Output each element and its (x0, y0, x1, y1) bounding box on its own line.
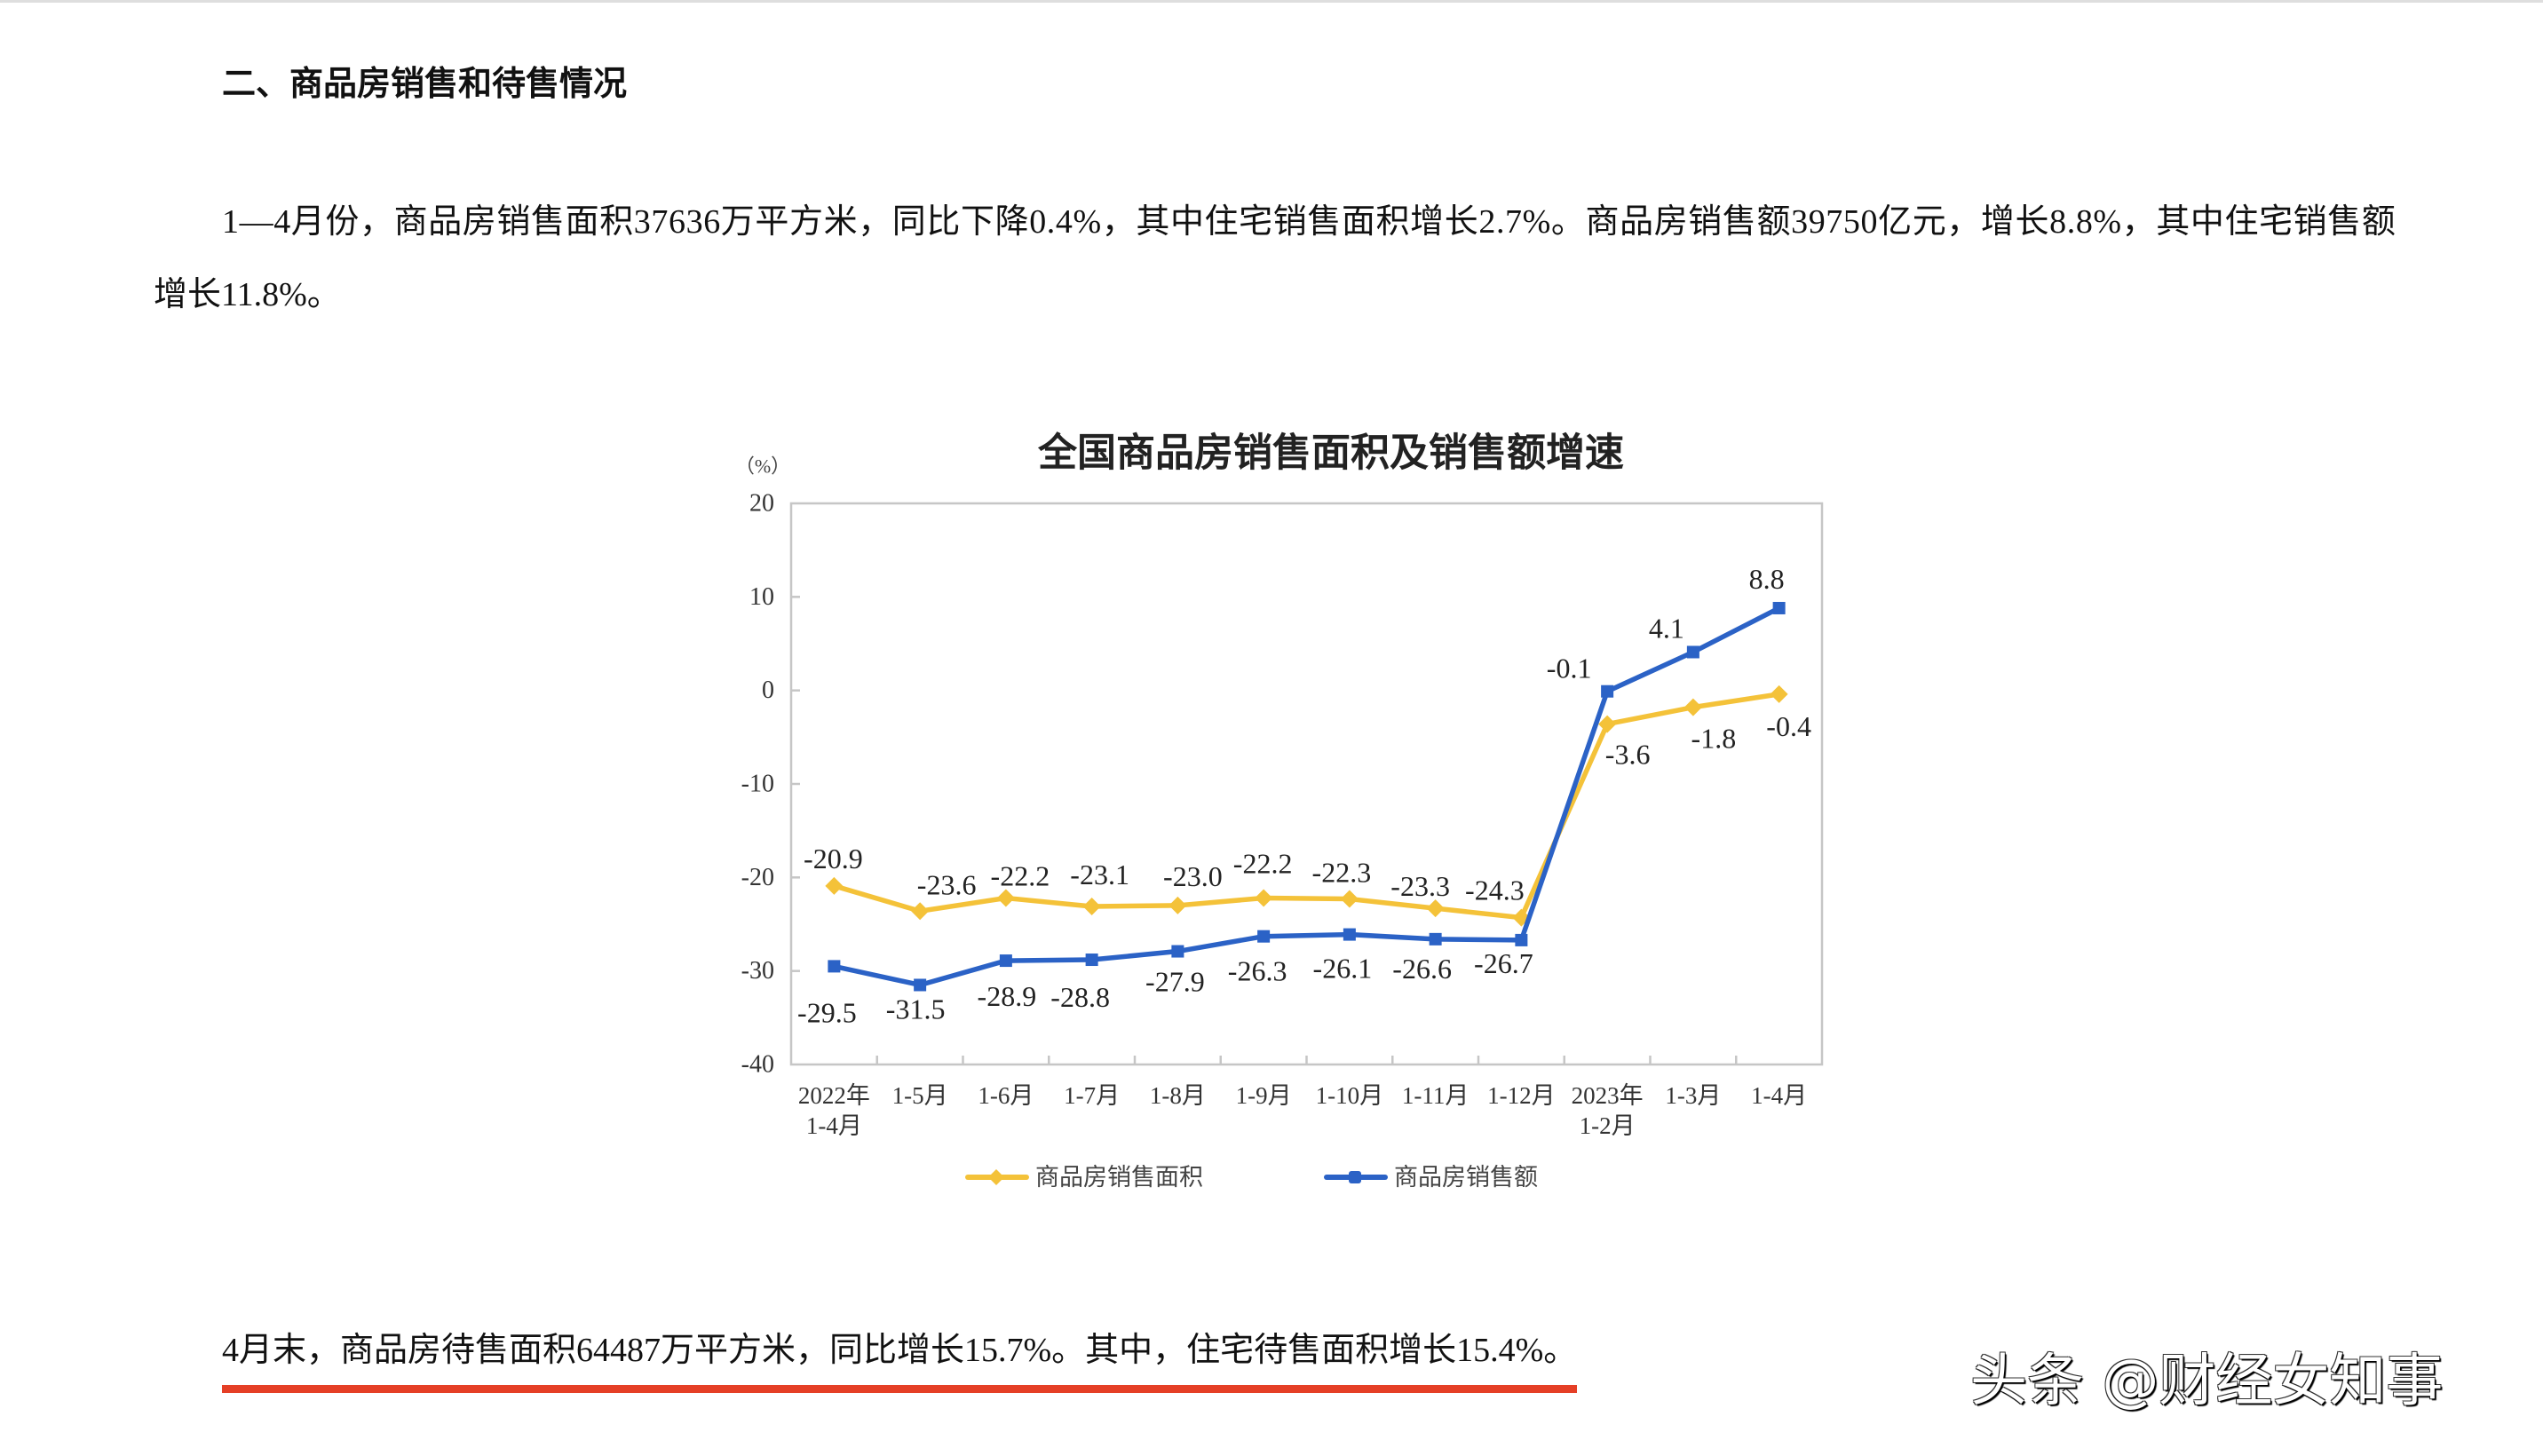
square-marker-icon (1686, 645, 1699, 659)
square-marker-icon (828, 960, 841, 973)
data-label: -28.9 (978, 980, 1037, 1012)
data-label: -22.2 (1233, 848, 1293, 880)
chart-legend: 商品房销售面积 商品房销售额 (965, 1164, 1538, 1191)
legend-label: 商品房销售额 (1394, 1164, 1538, 1191)
diamond-marker-icon (825, 876, 844, 895)
diamond-marker-icon (1169, 896, 1187, 914)
data-label: -26.6 (1392, 953, 1452, 985)
y-axis: 20 10 0 -10 -20 -30 -40 (741, 490, 800, 1079)
data-label: -0.1 (1547, 653, 1592, 684)
x-category-label: 1-10月 (1316, 1082, 1384, 1109)
x-category-label: 1-11月 (1402, 1082, 1470, 1109)
y-axis-unit-label: （%） (735, 455, 790, 478)
data-label: -24.3 (1465, 874, 1525, 906)
diamond-marker-icon (996, 889, 1015, 907)
sales-growth-chart: 全国商品房销售面积及销售额增速 （%） 20 10 0 -10 -20 -30 -40 20… (735, 431, 1824, 1191)
x-category-label: 1-6月 (978, 1082, 1034, 1109)
square-marker-icon (1601, 684, 1614, 698)
square-marker-icon (1772, 601, 1786, 614)
top-border-line (0, 0, 2543, 3)
data-label: -23.0 (1163, 860, 1223, 892)
data-label: -20.9 (804, 843, 863, 874)
diamond-marker-icon (1770, 684, 1788, 703)
series-line (833, 605, 1780, 988)
square-marker-icon (1429, 932, 1442, 946)
data-label: -29.5 (797, 996, 857, 1028)
x-category-label: 1-8月 (1150, 1082, 1206, 1109)
diamond-marker-icon (1255, 889, 1273, 907)
data-label: -31.5 (886, 993, 946, 1025)
x-category-label: 1-7月 (1064, 1082, 1120, 1109)
series-sales-area: -20.9 -23.6 -22.2 -23.1 -23.0 -22.2 -22.3 -23.3… (804, 684, 1811, 927)
data-label: -27.9 (1145, 966, 1205, 998)
data-label: -23.6 (917, 868, 977, 900)
y-tick-label: -20 (741, 864, 774, 891)
data-label: -26.3 (1228, 955, 1287, 987)
y-tick-label: 20 (749, 490, 774, 518)
section-heading: 二、商品房销售和待售情况 (222, 66, 628, 103)
paragraph-line: 增长11.8%。 (154, 276, 341, 313)
diamond-marker-icon (1340, 890, 1359, 908)
data-label: -26.1 (1313, 953, 1373, 985)
y-tick-label: -10 (741, 771, 774, 798)
x-category-label: 2022年 1-4月 (798, 1082, 870, 1139)
data-label: -23.1 (1070, 859, 1129, 890)
data-label: -1.8 (1691, 723, 1737, 755)
diamond-marker-icon (911, 902, 930, 921)
watermark: 头条 @财经女知事 (1970, 1349, 2444, 1414)
data-label: -28.8 (1050, 981, 1110, 1013)
x-category-label: 2023年 1-2月 (1572, 1082, 1644, 1139)
data-label: -26.7 (1474, 947, 1533, 979)
x-category-label: 1-12月 (1487, 1082, 1556, 1109)
x-category-label: 1-9月 (1236, 1082, 1292, 1109)
square-marker-icon (1515, 933, 1528, 946)
y-tick-label: 10 (749, 583, 774, 611)
chart-title: 全国商品房销售面积及销售额增速 (1037, 431, 1624, 475)
data-label: -22.3 (1312, 857, 1372, 889)
data-label: -0.4 (1766, 710, 1811, 742)
data-label: 4.1 (1649, 612, 1684, 644)
paragraph-line: 1—4月份，商品房销售面积37636万平方米，同比下降0.4%，其中住宅销售面积… (222, 203, 2396, 241)
diamond-marker-icon (1082, 897, 1101, 915)
y-tick-label: -40 (741, 1051, 774, 1079)
y-tick-label: 0 (762, 677, 774, 704)
legend-diamond-icon (988, 1169, 1004, 1185)
square-marker-icon (1171, 945, 1184, 958)
diamond-marker-icon (1598, 715, 1617, 733)
series-layer: -20.9 -23.6 -22.2 -23.1 -23.0 -22.2 -22.3 -23.3… (797, 563, 1811, 1028)
plot-area (789, 502, 1824, 1066)
paragraph-inventory: 4月末，商品房待售面积64487万平方米，同比增长15.7%。其中，住宅待售面积… (222, 1332, 1578, 1369)
data-label: -23.3 (1390, 870, 1450, 902)
square-marker-icon (1085, 954, 1098, 967)
y-tick-label: -30 (741, 957, 774, 985)
x-category-label: 1-5月 (892, 1082, 948, 1109)
legend-label: 商品房销售面积 (1035, 1164, 1203, 1191)
legend-item-sales-amount: 商品房销售额 (1324, 1164, 1538, 1191)
data-label: -3.6 (1605, 739, 1651, 771)
legend-item-sales-area: 商品房销售面积 (965, 1164, 1203, 1191)
square-marker-icon (914, 978, 927, 992)
data-label: 8.8 (1749, 563, 1785, 595)
square-marker-icon (1257, 930, 1271, 943)
red-underline-highlight (222, 1385, 1577, 1393)
series-line (833, 692, 1780, 921)
x-axis: 2022年 1-4月 1-5月 1-6月 1-7月 1-8月 1-9月 1-10月 1-11月 1… (798, 1056, 1807, 1139)
x-category-label: 1-4月 (1751, 1082, 1807, 1109)
square-marker-icon (999, 954, 1012, 968)
x-category-label: 1-3月 (1665, 1082, 1721, 1109)
series-sales-amount: -29.5 -31.5 -28.9 -28.8 -27.9 -26.3 -26.1 -26.6… (797, 563, 1786, 1028)
legend-square-icon (1349, 1171, 1361, 1183)
data-label: -22.2 (991, 860, 1050, 892)
diamond-marker-icon (1683, 698, 1702, 716)
square-marker-icon (1343, 928, 1356, 941)
diamond-marker-icon (1426, 899, 1445, 918)
